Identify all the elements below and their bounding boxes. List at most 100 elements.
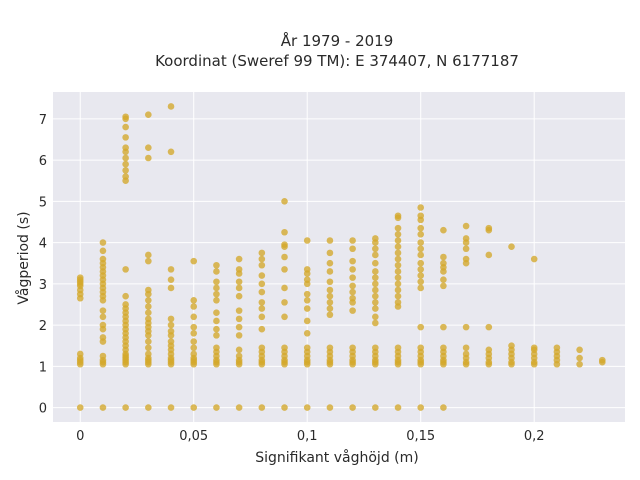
data-point: [258, 299, 266, 306]
data-point: [326, 292, 334, 300]
data-point: [190, 344, 198, 352]
data-point: [440, 276, 447, 283]
data-point: [462, 255, 470, 263]
data-point: [417, 239, 425, 246]
data-point: [576, 354, 583, 362]
data-point: [167, 276, 175, 283]
data-point: [258, 313, 266, 321]
x-axis-ticks: 0 0,05 0,1 0,15 0,2: [76, 429, 544, 444]
data-point: [417, 404, 425, 411]
data-point: [326, 305, 334, 312]
data-point: [167, 103, 175, 110]
data-point: [281, 404, 288, 411]
data-point: [462, 344, 470, 352]
x-tick-label: 0,1: [297, 429, 318, 444]
data-point: [122, 404, 129, 411]
data-point: [145, 338, 152, 345]
data-point: [281, 299, 288, 306]
data-point: [281, 241, 288, 248]
data-point: [462, 350, 470, 358]
data-point: [326, 237, 334, 244]
data-point: [440, 253, 447, 261]
data-point: [372, 280, 379, 288]
data-point: [281, 228, 288, 236]
data-point: [213, 309, 220, 316]
data-point: [122, 123, 129, 131]
data-point: [213, 332, 220, 339]
data-point: [394, 249, 402, 257]
data-point: [417, 284, 425, 292]
y-axis-ticks: 0 1 2 3 4 5 6 7: [39, 113, 47, 417]
data-point: [394, 299, 402, 306]
data-point: [213, 297, 220, 304]
y-tick-label: 4: [39, 237, 47, 252]
data-point: [145, 350, 152, 358]
data-point: [326, 249, 334, 257]
data-point: [167, 338, 175, 345]
data-point: [599, 356, 606, 364]
data-point: [235, 284, 243, 292]
data-point: [417, 231, 425, 238]
data-point: [213, 325, 220, 333]
data-point: [372, 299, 379, 306]
data-point: [258, 280, 266, 288]
data-point: [190, 338, 198, 345]
data-point: [76, 274, 84, 281]
data-point: [462, 235, 470, 242]
data-point: [190, 297, 198, 304]
data-point: [303, 297, 311, 304]
data-point: [190, 313, 198, 321]
data-point: [372, 251, 379, 259]
y-tick-label: 6: [39, 154, 47, 169]
data-point: [76, 350, 84, 358]
data-point: [394, 255, 402, 263]
data-point: [440, 323, 447, 331]
y-tick-label: 5: [39, 195, 47, 210]
data-point: [258, 249, 266, 257]
y-tick-label: 3: [39, 278, 47, 293]
y-axis-title: Vågperiod (s): [15, 211, 32, 304]
data-point: [122, 266, 129, 273]
data-point: [303, 266, 311, 273]
data-point: [213, 404, 220, 411]
data-point: [349, 294, 356, 302]
data-point: [485, 323, 493, 331]
data-point: [417, 204, 425, 211]
data-point: [145, 257, 152, 265]
data-point: [281, 198, 288, 205]
data-point: [258, 325, 266, 333]
data-point: [99, 307, 107, 314]
data-point: [122, 134, 129, 141]
data-point: [281, 253, 288, 261]
data-point: [417, 224, 425, 232]
data-point: [372, 268, 379, 275]
data-point: [213, 317, 220, 325]
data-point: [440, 259, 447, 267]
data-point: [213, 278, 220, 286]
data-point: [530, 255, 538, 263]
data-point: [303, 344, 311, 352]
chart-title-line-1: År 1979 - 2019: [281, 31, 394, 50]
data-point: [235, 255, 243, 263]
data-point: [190, 330, 198, 337]
data-point: [213, 268, 220, 275]
data-point: [145, 286, 152, 294]
data-point: [235, 332, 243, 339]
data-point: [394, 280, 402, 288]
data-point: [235, 315, 243, 323]
data-point: [235, 323, 243, 331]
data-point: [281, 284, 288, 292]
data-point: [440, 344, 447, 352]
data-point: [417, 245, 425, 253]
data-point: [258, 255, 266, 263]
data-point: [213, 261, 220, 269]
y-tick-label: 1: [39, 360, 47, 375]
y-tick-label: 0: [39, 402, 47, 417]
data-point: [303, 330, 311, 337]
data-point: [258, 404, 266, 411]
data-point: [145, 297, 152, 304]
data-point: [145, 144, 152, 151]
data-point: [213, 284, 220, 292]
data-point: [576, 346, 583, 354]
data-point: [99, 255, 107, 263]
